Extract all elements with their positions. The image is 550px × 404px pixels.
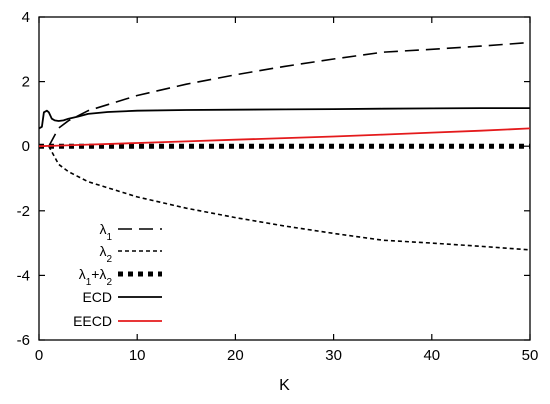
series-line-0 xyxy=(48,41,531,147)
series-line-4 xyxy=(38,127,531,148)
x-tick-label-5: 50 xyxy=(522,347,539,364)
axis-ticks xyxy=(38,16,531,341)
legend-label-4: EECD xyxy=(73,313,112,329)
x-tick-label-3: 30 xyxy=(325,347,342,364)
tick-labels: 0 10 20 30 40 50 -6 -4 -2 0 2 4 xyxy=(17,9,539,364)
x-tick-label-0: 0 xyxy=(35,347,43,364)
x-axis-label: K xyxy=(279,377,290,394)
x-tick-label-1: 10 xyxy=(129,347,146,364)
legend-label-3: ECD xyxy=(82,289,112,305)
series-line-1 xyxy=(48,145,531,251)
y-tick-label-4: 2 xyxy=(22,74,30,91)
plot-frame xyxy=(38,16,531,341)
y-tick-label-5: 4 xyxy=(22,9,30,26)
y-tick-label-1: -4 xyxy=(17,267,30,284)
x-tick-label-2: 20 xyxy=(227,347,244,364)
legend-label-1: λ2 xyxy=(99,243,112,265)
y-tick-label-0: -6 xyxy=(17,332,30,349)
series-line-3 xyxy=(38,107,530,130)
y-tick-label-2: -2 xyxy=(17,203,30,220)
legend-label-0: λ1 xyxy=(99,221,112,243)
legend-label-2: λ1+λ2 xyxy=(79,266,113,288)
series-layer xyxy=(38,41,531,251)
y-tick-label-3: 0 xyxy=(22,138,30,155)
x-tick-label-4: 40 xyxy=(423,347,440,364)
